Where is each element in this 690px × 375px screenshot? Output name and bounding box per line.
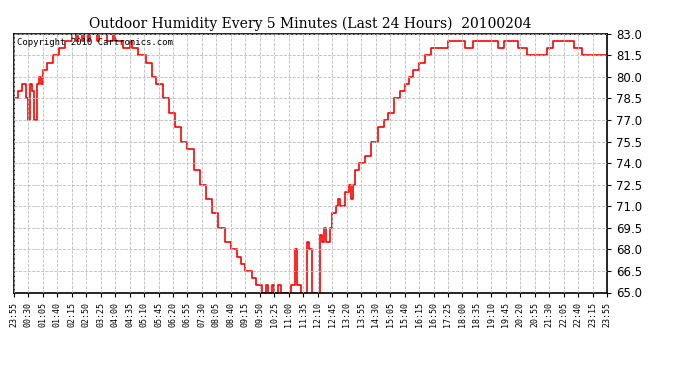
Text: Copyright 2010 Cartronics.com: Copyright 2010 Cartronics.com bbox=[17, 38, 172, 46]
Title: Outdoor Humidity Every 5 Minutes (Last 24 Hours)  20100204: Outdoor Humidity Every 5 Minutes (Last 2… bbox=[89, 17, 532, 31]
